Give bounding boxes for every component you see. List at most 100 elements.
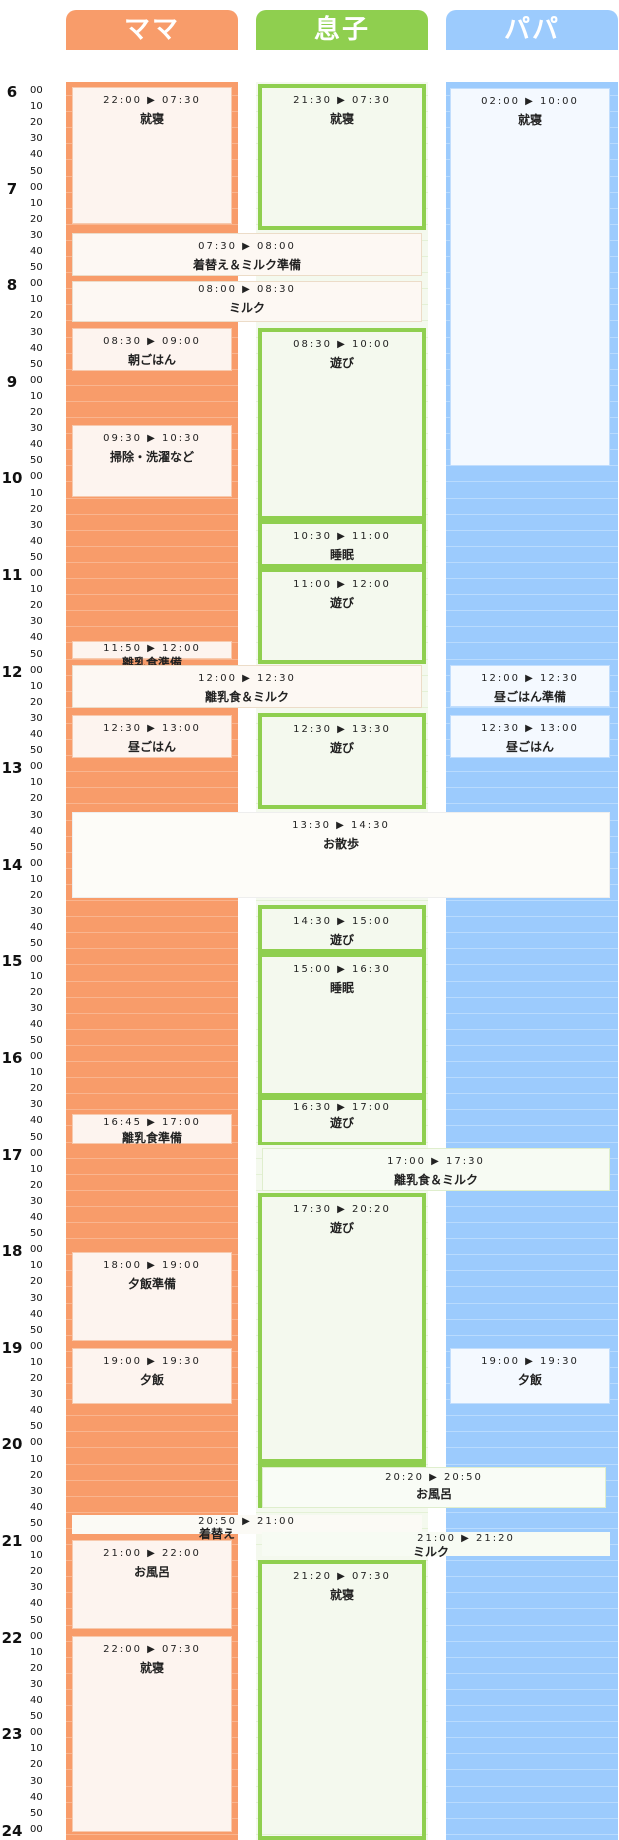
- minute-label: 50: [30, 1325, 43, 1336]
- block-label: 就寝: [517, 113, 542, 127]
- minute-label: 30: [30, 1776, 43, 1787]
- row-divider: [446, 1415, 618, 1416]
- block-time: 21:20 ▶ 07:30: [293, 1571, 391, 1582]
- son-block-nap-1[interactable]: 10:30 ▶ 11:00 睡眠: [262, 524, 422, 564]
- row-divider: [66, 981, 238, 982]
- shared-block-babyfood-milk-evening[interactable]: 17:00 ▶ 17:30 離乳食＆ミルク: [262, 1148, 610, 1191]
- minute-label: 00: [30, 1727, 43, 1738]
- block-label: 就寝: [139, 112, 164, 126]
- minute-label: 20: [30, 1759, 43, 1770]
- row-divider: [66, 417, 238, 418]
- hour-label: 11: [1, 566, 23, 584]
- minute-label: 10: [30, 1743, 43, 1754]
- row-divider: [66, 626, 238, 627]
- minute-label: 10: [30, 101, 43, 112]
- row-divider: [66, 1834, 238, 1835]
- shared-block-dressing-evening[interactable]: 20:50 ▶ 21:00 着替え: [72, 1515, 422, 1541]
- row-divider: [446, 1689, 618, 1690]
- block-time: 09:30 ▶ 10:30: [103, 433, 201, 444]
- son-block-play-5[interactable]: 16:30 ▶ 17:00 遊び: [262, 1100, 422, 1142]
- minute-label: 40: [30, 922, 43, 933]
- son-block-sleep-night[interactable]: 21:20 ▶ 07:30 就寝: [262, 1564, 422, 1832]
- row-divider: [446, 707, 618, 708]
- son-block-play-6[interactable]: 17:30 ▶ 20:20 遊び: [262, 1197, 422, 1459]
- row-divider: [66, 514, 238, 515]
- minute-label: 40: [30, 1019, 43, 1030]
- block-label: 離乳食＆ミルク: [393, 1173, 478, 1187]
- minute-label: 20: [30, 1470, 43, 1481]
- mama-block-babyfood-prep-2[interactable]: 16:45 ▶ 17:00 離乳食準備: [72, 1114, 232, 1145]
- row-divider: [446, 1109, 618, 1110]
- hour-label: 22: [1, 1629, 23, 1647]
- row-divider: [66, 1496, 238, 1497]
- minute-label: 20: [30, 1276, 43, 1287]
- row-divider: [446, 610, 618, 611]
- minute-label: 10: [30, 1164, 43, 1175]
- shared-block-dressing-milk-prep[interactable]: 07:30 ▶ 08:00 着替え＆ミルク準備: [72, 233, 422, 276]
- mama-block-babyfood-prep-1[interactable]: 11:50 ▶ 12:00 離乳食準備: [72, 641, 232, 670]
- minute-label: 30: [30, 810, 43, 821]
- row-divider: [446, 771, 618, 772]
- son-block-sleep-morning[interactable]: 21:30 ▶ 07:30 就寝: [262, 88, 422, 226]
- minute-label: 00: [30, 1824, 43, 1835]
- block-time: 17:00 ▶ 17:30: [387, 1156, 485, 1167]
- block-label: 掃除・洗濯など: [109, 450, 194, 464]
- block-time: 14:30 ▶ 15:00: [293, 916, 391, 927]
- son-block-bath[interactable]: 20:20 ▶ 20:50 お風呂: [262, 1467, 606, 1508]
- row-divider: [446, 948, 618, 949]
- mama-block-bath[interactable]: 21:00 ▶ 22:00 お風呂: [72, 1540, 232, 1629]
- row-divider: [446, 932, 618, 933]
- row-divider: [446, 1447, 618, 1448]
- row-divider: [66, 1061, 238, 1062]
- mama-block-lunch[interactable]: 12:30 ▶ 13:00 昼ごはん: [72, 715, 232, 758]
- row-divider: [446, 1206, 618, 1207]
- block-time: 20:20 ▶ 20:50: [385, 1472, 483, 1483]
- minute-label: 40: [30, 1115, 43, 1126]
- row-divider: [446, 1045, 618, 1046]
- minute-label: 40: [30, 1309, 43, 1320]
- minute-label: 50: [30, 1421, 43, 1432]
- hour-label: 9: [6, 373, 18, 391]
- papa-block-dinner[interactable]: 19:00 ▶ 19:30 夕飯: [450, 1348, 610, 1404]
- son-block-play-1[interactable]: 08:30 ▶ 10:00 遊び: [262, 332, 422, 516]
- minute-label: 50: [30, 1711, 43, 1722]
- mama-block-dinner-prep[interactable]: 18:00 ▶ 19:00 夕飯準備: [72, 1252, 232, 1341]
- son-block-play-3[interactable]: 12:30 ▶ 13:30 遊び: [262, 717, 422, 805]
- hour-label: 24: [1, 1822, 23, 1840]
- shared-block-walk[interactable]: 13:30 ▶ 14:30 お散歩: [72, 812, 610, 898]
- minute-label: 50: [30, 1132, 43, 1143]
- mama-block-dinner[interactable]: 19:00 ▶ 19:30 夕飯: [72, 1348, 232, 1404]
- minute-label: 00: [30, 858, 43, 869]
- block-label: 着替え＆ミルク準備: [192, 258, 301, 272]
- minute-label: 10: [30, 1647, 43, 1658]
- mama-block-sleep-night[interactable]: 22:00 ▶ 07:30 就寝: [72, 1636, 232, 1832]
- row-divider: [446, 481, 618, 482]
- son-block-play-2[interactable]: 11:00 ▶ 12:00 遊び: [262, 572, 422, 660]
- minute-label: 50: [30, 745, 43, 756]
- mama-block-breakfast[interactable]: 08:30 ▶ 09:00 朝ごはん: [72, 328, 232, 371]
- mama-block-sleep-morning[interactable]: 22:00 ▶ 07:30 就寝: [72, 87, 232, 224]
- row-divider: [446, 916, 618, 917]
- shared-block-babyfood-milk-noon[interactable]: 12:00 ▶ 12:30 離乳食＆ミルク: [72, 665, 422, 708]
- block-label: 睡眠: [329, 981, 354, 995]
- minute-label: 00: [30, 954, 43, 965]
- son-block-nap-2[interactable]: 15:00 ▶ 16:30 睡眠: [262, 957, 422, 1093]
- minute-label: 10: [30, 874, 43, 885]
- papa-block-lunch-prep[interactable]: 12:00 ▶ 12:30 昼ごはん準備: [450, 665, 610, 707]
- block-label: 離乳食＆ミルク: [204, 690, 289, 704]
- shared-block-milk-evening[interactable]: 21:00 ▶ 21:20 ミルク: [262, 1532, 610, 1559]
- mama-block-cleaning[interactable]: 09:30 ▶ 10:30 掃除・洗濯など: [72, 425, 232, 497]
- minute-label: 00: [30, 1534, 43, 1545]
- row-divider: [66, 385, 238, 386]
- row-divider: [66, 916, 238, 917]
- son-block-play-4[interactable]: 14:30 ▶ 15:00 遊び: [262, 909, 422, 949]
- block-label: 離乳食準備: [121, 1131, 182, 1145]
- block-time: 22:00 ▶ 07:30: [103, 1644, 201, 1655]
- shared-block-milk-morning[interactable]: 08:00 ▶ 08:30 ミルク: [72, 281, 422, 322]
- row-divider: [446, 1753, 618, 1754]
- row-divider: [446, 997, 618, 998]
- block-label: お風呂: [415, 1487, 452, 1501]
- row-divider: [66, 530, 238, 531]
- papa-block-sleep[interactable]: 02:00 ▶ 10:00 就寝: [450, 88, 610, 466]
- papa-block-lunch[interactable]: 12:30 ▶ 13:00 昼ごはん: [450, 715, 610, 758]
